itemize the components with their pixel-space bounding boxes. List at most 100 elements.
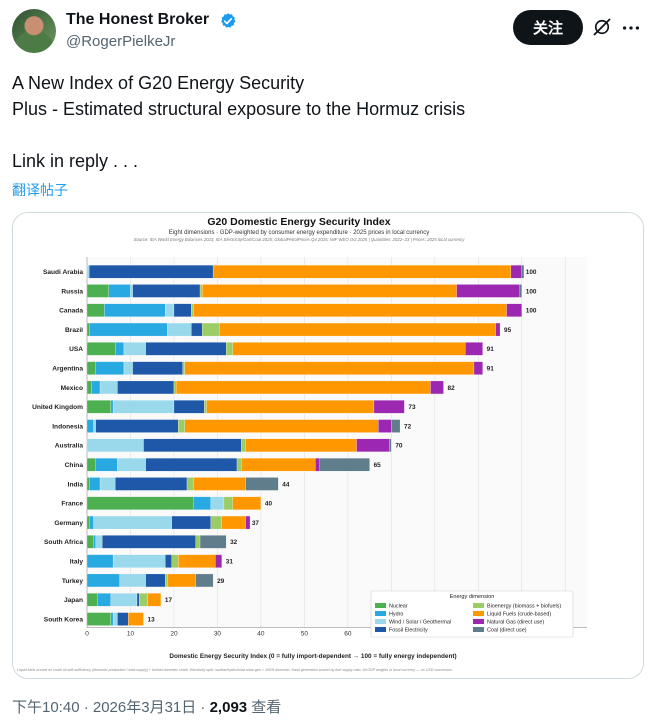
bar-segment	[193, 477, 246, 491]
y-tick-label: South Korea	[44, 616, 84, 623]
tweet-line	[12, 122, 642, 148]
bar-segment	[221, 515, 246, 530]
legend-title: Energy dimension	[450, 594, 495, 600]
post-meta: 下午10:40 · 2026年3月31日 · 2,093 查看	[12, 696, 281, 717]
x-tick-label: 40	[257, 631, 265, 638]
bar-segment	[115, 477, 188, 491]
data-label: 37	[252, 520, 260, 527]
more-options-icon[interactable]	[620, 17, 642, 39]
x-axis-label: Domestic Energy Security Index (0 = full…	[169, 653, 456, 660]
bar-segment	[97, 593, 112, 607]
bar-segment	[91, 380, 101, 395]
y-tick-label: Canada	[59, 308, 83, 315]
y-tick-label: USA	[69, 346, 83, 353]
chart-source: Source: IEA World Energy Balances 2023; …	[134, 237, 466, 242]
post-timestamp[interactable]: 下午10:40 · 2026年3月31日 ·	[12, 699, 210, 716]
bar-segment	[519, 284, 522, 298]
bar-segment	[86, 361, 96, 375]
y-tick-label: Russia	[61, 288, 83, 295]
tweet-text: A New Index of G20 Energy Security Plus …	[12, 70, 642, 174]
bar-segment	[199, 535, 227, 549]
bar-segment	[145, 458, 238, 472]
legend-label: Natural Gas (direct use)	[487, 620, 544, 626]
y-tick-label: Brazil	[65, 327, 83, 334]
legend-label: Liquid Fuels (crude-based)	[487, 612, 551, 618]
bar-segment	[145, 342, 227, 356]
legend-label: Hydro	[389, 612, 403, 618]
y-tick-label: Argentina	[52, 365, 83, 372]
bar-segment	[171, 515, 212, 530]
y-tick-label: Japan	[64, 597, 83, 604]
bar-segment	[456, 284, 520, 298]
translate-post-link[interactable]: 翻译帖子	[12, 182, 68, 198]
y-tick-label: Germany	[54, 520, 83, 527]
bar-segment	[117, 380, 175, 395]
bar-segment	[521, 265, 525, 279]
data-label: 100	[526, 308, 537, 315]
verified-badge-icon	[221, 13, 236, 28]
bar-segment	[93, 515, 172, 530]
bar-segment	[86, 573, 120, 588]
y-tick-label: Saudi Arabia	[43, 269, 83, 276]
bar-segment	[473, 361, 483, 375]
data-label: 70	[395, 443, 403, 450]
x-tick-label: 10	[127, 631, 135, 638]
bar-segment	[128, 612, 144, 626]
bar-segment	[165, 573, 168, 588]
legend-label: Wind / Solar / Geothermal	[389, 620, 451, 626]
y-tick-label: India	[68, 481, 84, 488]
grok-icon[interactable]	[592, 17, 612, 37]
chart-image-card[interactable]: G20 Domestic Energy Security Index Eight…	[12, 212, 644, 679]
author-name[interactable]: The Honest Broker	[66, 11, 210, 28]
bar-segment	[182, 361, 185, 375]
bar-segment	[210, 496, 225, 510]
avatar[interactable]	[12, 9, 56, 53]
bar-segment	[136, 593, 140, 607]
bar-segment	[117, 458, 146, 472]
data-label: 100	[526, 269, 537, 276]
y-tick-label: United Kingdom	[32, 404, 83, 411]
data-label: 100	[526, 288, 537, 295]
bar-segment	[191, 322, 203, 337]
x-tick-label: 20	[170, 631, 178, 638]
tweet-line: Plus - Estimated structural exposure to …	[12, 99, 466, 119]
bar-segment	[191, 303, 194, 317]
data-label: 91	[487, 365, 495, 372]
bar-segment	[130, 284, 133, 298]
legend-swatch	[375, 611, 386, 616]
bar-segment	[165, 303, 175, 317]
x-tick-label: 60	[344, 631, 352, 638]
bar-segment	[99, 380, 118, 395]
bar-segment	[123, 342, 146, 356]
plot-area: 0102030405060708090100110Saudi Arabia100…	[32, 257, 587, 638]
follow-button[interactable]: 关注	[513, 10, 583, 45]
bar-segment	[245, 477, 279, 491]
data-label: 72	[404, 423, 412, 430]
bar-segment	[95, 419, 179, 433]
bar-segment	[86, 265, 90, 279]
bar-segment	[389, 438, 392, 452]
chart-subtitle: Eight dimensions · GDP-weighted by consu…	[169, 230, 429, 236]
bar-segment	[112, 400, 175, 414]
y-tick-label: Italy	[70, 558, 84, 565]
bar-segment	[86, 554, 114, 568]
bar-segment	[465, 342, 483, 356]
bar-segment	[132, 361, 183, 375]
legend-swatch	[473, 619, 484, 624]
bar-segment	[184, 419, 379, 433]
bar-segment	[115, 342, 125, 356]
data-label: 40	[265, 501, 273, 508]
bar-segment	[506, 303, 522, 317]
bar-segment	[86, 593, 98, 607]
tweet-line: A New Index of G20 Energy Security	[12, 73, 305, 93]
data-label: 31	[226, 558, 234, 565]
bar-segment	[184, 361, 475, 375]
bar-segment	[86, 322, 90, 337]
bar-segment	[178, 554, 216, 568]
author-handle[interactable]: @RogerPielkeJr	[66, 33, 176, 50]
bar-segment	[202, 284, 457, 298]
bar-segment	[373, 400, 405, 414]
bar-segment	[117, 612, 129, 626]
legend-label: Bioenergy (biomass + biofuels)	[487, 604, 561, 610]
bar-segment	[86, 342, 116, 356]
